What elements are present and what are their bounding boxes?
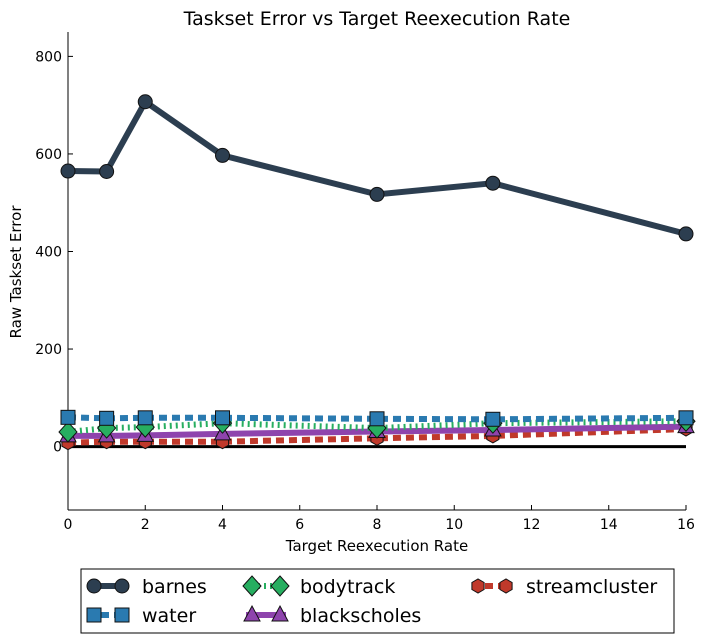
plot-area: 0 2 4 6 8 10 12 14 16 0 200 400 600 800 bbox=[35, 32, 696, 533]
legend-item-water: water bbox=[86, 605, 196, 627]
x-axis-label: Target Reexecution Rate bbox=[285, 537, 468, 555]
legend-marker-water bbox=[114, 607, 130, 623]
x-tick-label: 16 bbox=[677, 517, 695, 533]
x-tick-label: 10 bbox=[445, 517, 463, 533]
legend-label-barnes: barnes bbox=[142, 576, 207, 598]
data-point-barnes bbox=[60, 163, 76, 179]
x-tick-label: 0 bbox=[64, 517, 73, 533]
data-point-water bbox=[99, 410, 115, 426]
data-point-barnes bbox=[678, 226, 694, 242]
legend-marker-barnes bbox=[86, 578, 102, 594]
legend-marker-blackscholes bbox=[271, 604, 289, 622]
x-tick-label: 8 bbox=[373, 517, 382, 533]
legend-item-blackscholes: blackscholes bbox=[243, 604, 421, 627]
legend-box bbox=[80, 568, 675, 634]
legend-marker-streamcluster bbox=[471, 578, 485, 594]
x-tick-label: 4 bbox=[218, 517, 227, 533]
data-point-barnes bbox=[215, 147, 230, 163]
legend-marker-water bbox=[86, 607, 102, 623]
y-tick-label: 600 bbox=[35, 147, 62, 163]
data-point-water bbox=[215, 410, 230, 426]
data-point-barnes bbox=[99, 163, 115, 179]
data-point-bodytrack bbox=[58, 421, 78, 443]
legend-label-blackscholes: blackscholes bbox=[300, 605, 421, 627]
chart-title: Taskset Error vs Target Reexecution Rate bbox=[183, 8, 571, 30]
data-point-water bbox=[485, 411, 501, 427]
legend: barnes water bodytrack blackscholes streamcl… bbox=[80, 568, 675, 634]
data-point-barnes bbox=[369, 186, 385, 202]
x-tick-label: 2 bbox=[141, 517, 150, 533]
series-line-barnes bbox=[67, 98, 687, 237]
legend-item-streamcluster: streamcluster bbox=[471, 576, 657, 598]
legend-label-bodytrack: bodytrack bbox=[300, 576, 395, 598]
legend-marker-bodytrack bbox=[270, 575, 290, 597]
legend-item-barnes: barnes bbox=[86, 576, 207, 598]
data-point-barnes bbox=[485, 175, 501, 191]
series-water bbox=[60, 409, 694, 427]
legend-label-streamcluster: streamcluster bbox=[526, 576, 657, 598]
data-point-water bbox=[678, 410, 694, 426]
x-tick-label: 6 bbox=[295, 517, 304, 533]
data-point-barnes bbox=[137, 94, 153, 110]
legend-item-bodytrack: bodytrack bbox=[242, 575, 395, 598]
x-tick-label: 14 bbox=[600, 517, 618, 533]
data-point-water bbox=[369, 411, 385, 427]
y-axis-label: Raw Taskset Error bbox=[7, 205, 25, 339]
data-point-water bbox=[137, 410, 153, 426]
y-tick-label: 200 bbox=[35, 342, 62, 358]
y-tick-label: 800 bbox=[35, 49, 62, 65]
legend-label-water: water bbox=[142, 605, 196, 627]
legend-marker-streamcluster bbox=[499, 578, 513, 594]
legend-marker-bodytrack bbox=[242, 575, 262, 597]
data-point-water bbox=[60, 409, 76, 425]
y-tick-label: 0 bbox=[53, 440, 62, 456]
legend-marker-barnes bbox=[114, 578, 130, 594]
x-tick-label: 12 bbox=[523, 517, 541, 533]
legend-marker-blackscholes bbox=[243, 604, 261, 622]
series-barnes bbox=[60, 94, 694, 242]
y-tick-label: 400 bbox=[35, 244, 62, 260]
